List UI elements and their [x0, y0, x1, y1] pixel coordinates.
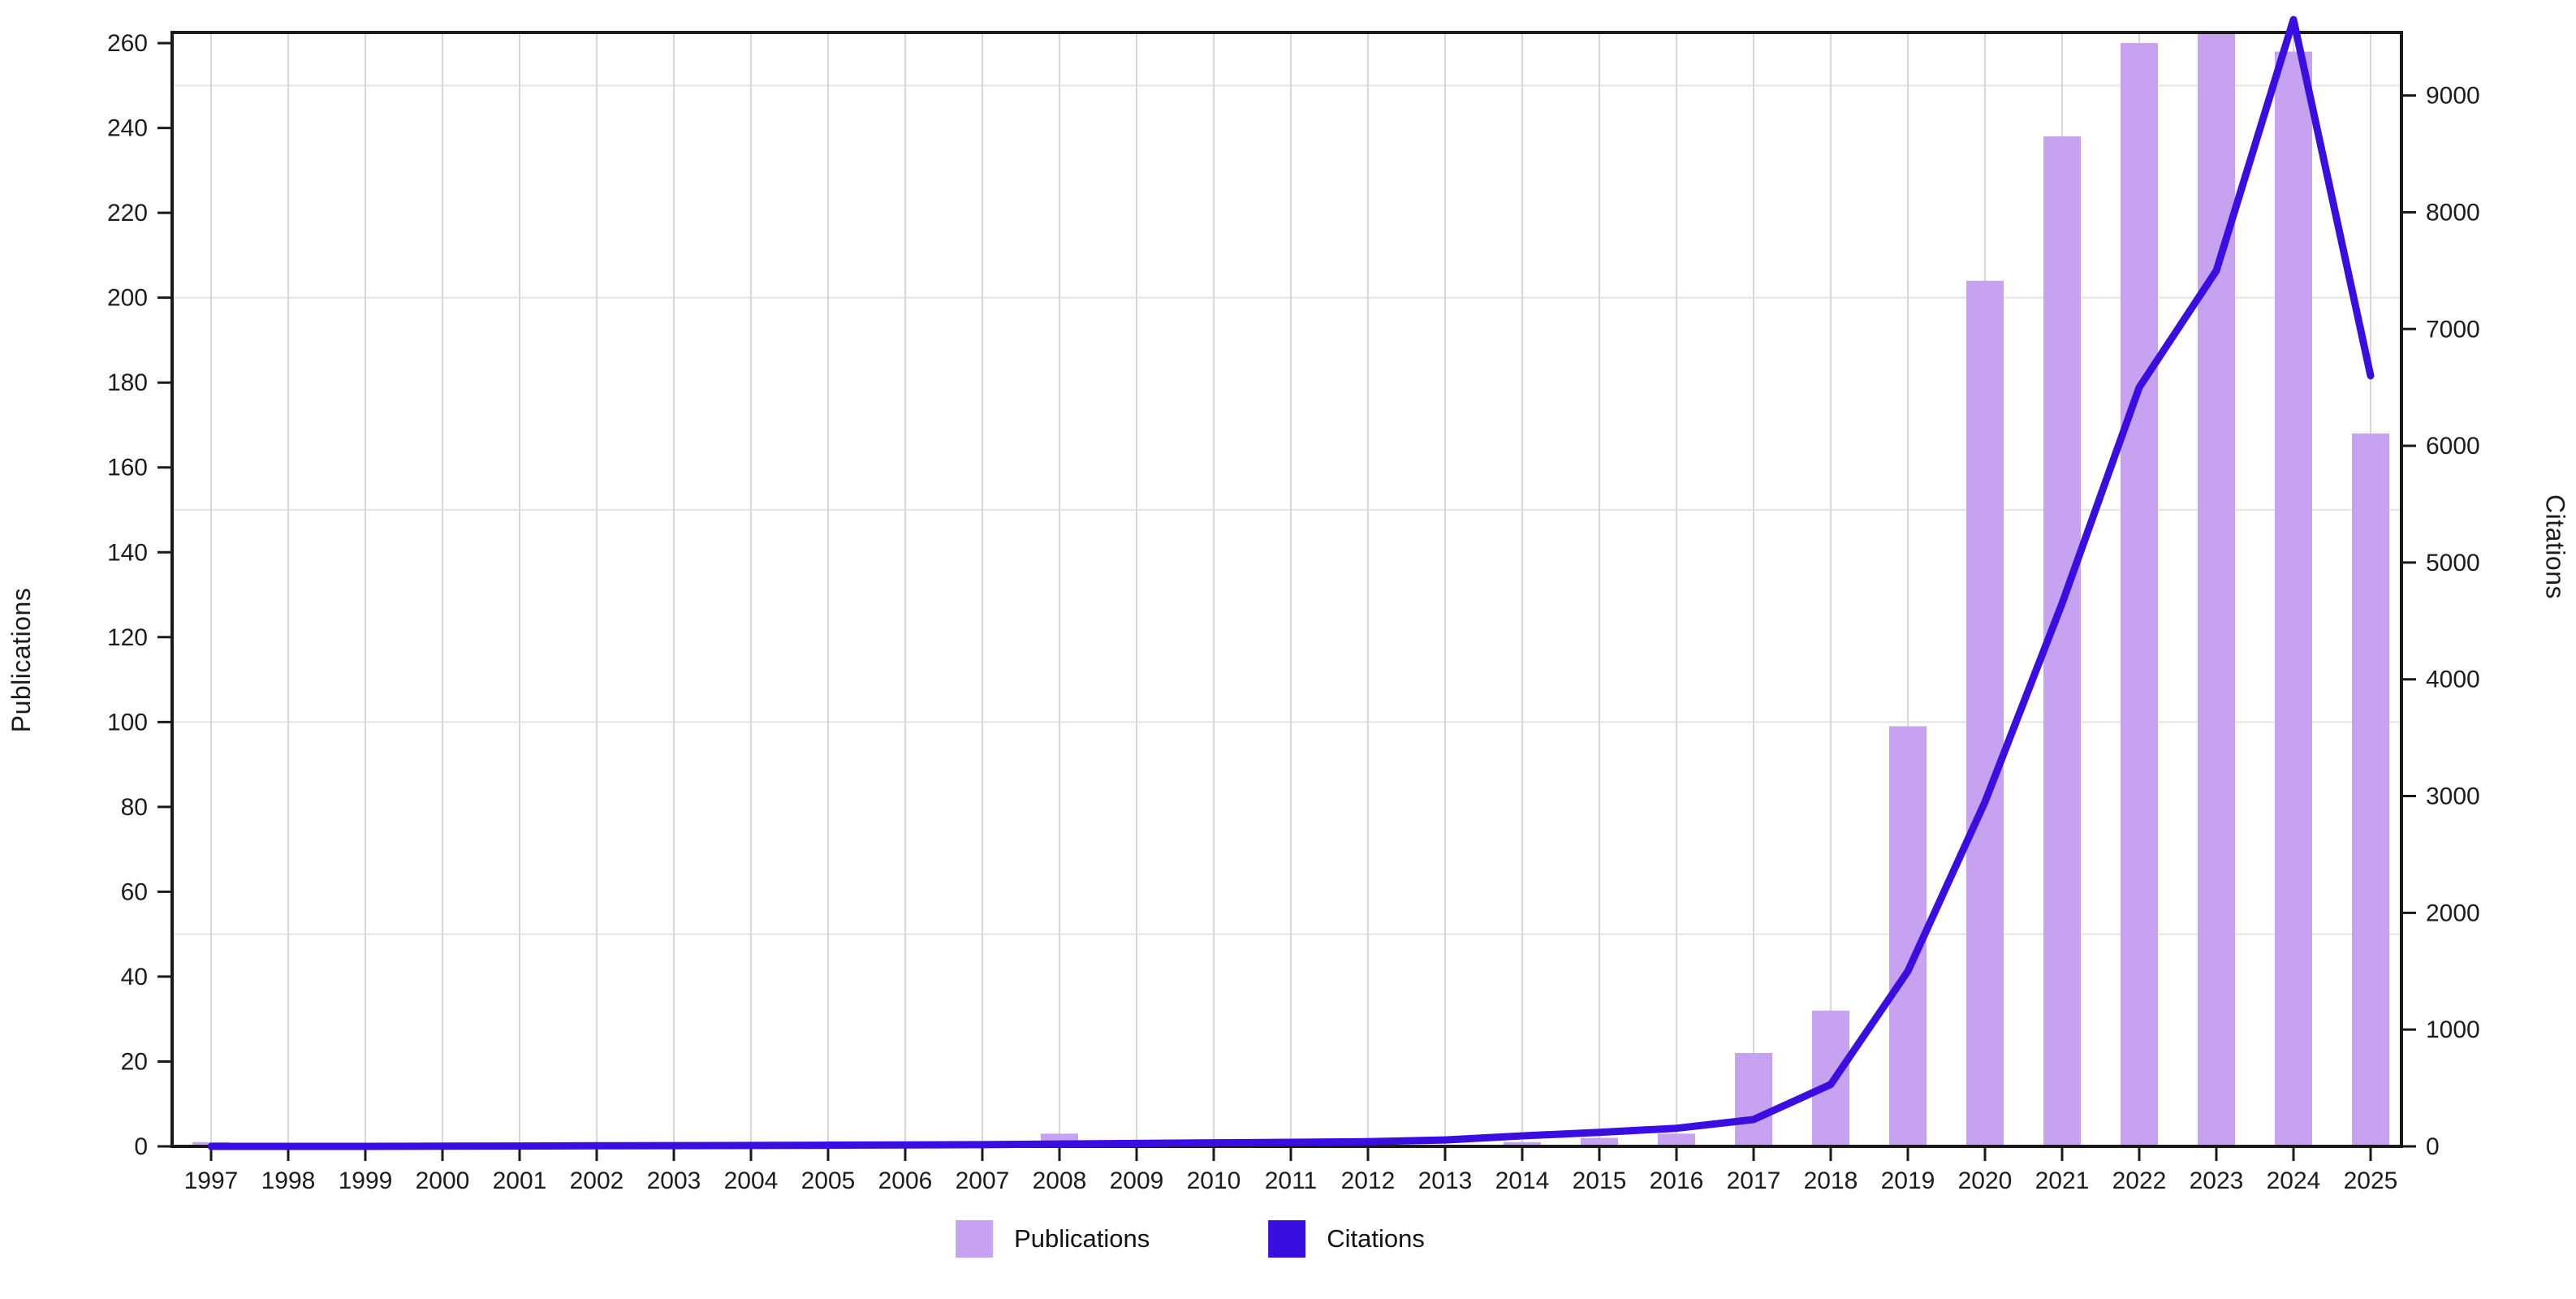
- left-tick-label: 160: [107, 455, 148, 481]
- x-tick-label: 2014: [1495, 1167, 1550, 1194]
- x-tick-label: 2016: [1650, 1167, 1704, 1194]
- x-tick-label: 2017: [1727, 1167, 1781, 1194]
- x-tick-label: 1998: [261, 1167, 316, 1194]
- right-tick-label: 5000: [2426, 550, 2480, 576]
- x-tick-label: 2005: [801, 1167, 856, 1194]
- x-tick-label: 2000: [416, 1167, 470, 1194]
- x-tick-label: 2020: [1958, 1167, 2013, 1194]
- right-tick-label: 8000: [2426, 199, 2480, 226]
- left-tick-label: 120: [107, 624, 148, 651]
- left-tick-label: 140: [107, 539, 148, 566]
- right-axis-title: Citations: [2540, 494, 2570, 599]
- right-tick-label: 9000: [2426, 83, 2480, 110]
- left-tick-label: 220: [107, 200, 148, 227]
- x-tick-label: 2018: [1804, 1167, 1858, 1194]
- publications-swatch-icon: [956, 1220, 994, 1258]
- publications-bar-2017: [1735, 1053, 1772, 1146]
- x-tick-label: 2019: [1881, 1167, 1935, 1194]
- legend: Publications Citations: [956, 1220, 1425, 1258]
- left-tick-label: 40: [121, 964, 148, 990]
- publications-bar-2015: [1581, 1137, 1618, 1146]
- publications-bar-2016: [1658, 1133, 1695, 1146]
- left-tick-label: 60: [121, 878, 148, 905]
- left-tick-label: 100: [107, 709, 148, 736]
- right-tick-label: 2000: [2426, 900, 2480, 926]
- plot-frame: [170, 31, 2403, 1148]
- x-tick-label: 2004: [724, 1167, 779, 1194]
- publications-bar-2024: [2275, 51, 2312, 1146]
- x-tick-label: 2012: [1341, 1167, 1396, 1194]
- legend-item-citations: Citations: [1268, 1220, 1425, 1258]
- legend-item-publications: Publications: [956, 1220, 1150, 1258]
- right-tick-label: 4000: [2426, 667, 2480, 693]
- x-tick-label: 2024: [2267, 1167, 2321, 1194]
- left-tick-label: 0: [134, 1133, 148, 1160]
- x-tick-label: 2025: [2344, 1167, 2398, 1194]
- left-tick-label: 80: [121, 794, 148, 821]
- publications-bar-2022: [2121, 43, 2158, 1147]
- x-tick-label: 1997: [184, 1167, 239, 1194]
- legend-label-publications: Publications: [1014, 1224, 1150, 1253]
- x-tick-label: 2008: [1033, 1167, 1087, 1194]
- publications-bar-2023: [2198, 32, 2235, 1146]
- x-tick-label: 2001: [493, 1167, 547, 1194]
- citations-swatch-icon: [1268, 1220, 1306, 1258]
- x-tick-label: 2021: [2035, 1167, 2090, 1194]
- left-tick-label: 240: [107, 115, 148, 142]
- right-tick-label: 6000: [2426, 433, 2480, 460]
- x-tick-label: 2009: [1110, 1167, 1164, 1194]
- left-tick-label: 20: [121, 1048, 148, 1075]
- x-tick-label: 2013: [1418, 1167, 1473, 1194]
- right-tick-label: 7000: [2426, 316, 2480, 343]
- legend-label-citations: Citations: [1327, 1224, 1425, 1253]
- left-tick-label: 200: [107, 285, 148, 312]
- right-tick-label: 3000: [2426, 783, 2480, 810]
- x-tick-label: 2006: [878, 1167, 933, 1194]
- x-tick-label: 2023: [2190, 1167, 2244, 1194]
- x-tick-label: 2002: [570, 1167, 624, 1194]
- publications-bar-2020: [1966, 280, 2004, 1146]
- x-tick-label: 2022: [2112, 1167, 2167, 1194]
- publications-bar-2025: [2352, 433, 2389, 1146]
- left-tick-label: 180: [107, 369, 148, 396]
- publications-bar-2014: [1504, 1141, 1541, 1146]
- x-tick-label: 1999: [339, 1167, 393, 1194]
- right-tick-label: 1000: [2426, 1016, 2480, 1043]
- x-tick-label: 2011: [1265, 1167, 1318, 1194]
- x-tick-label: 2010: [1187, 1167, 1241, 1194]
- left-tick-label: 260: [107, 30, 148, 57]
- x-tick-label: 2003: [647, 1167, 701, 1194]
- left-axis-title: Publications: [6, 587, 36, 733]
- citations-line: [207, 15, 2375, 1150]
- x-tick-label: 2015: [1573, 1167, 1627, 1194]
- x-tick-label: 2007: [956, 1167, 1010, 1194]
- right-tick-label: 0: [2426, 1133, 2440, 1160]
